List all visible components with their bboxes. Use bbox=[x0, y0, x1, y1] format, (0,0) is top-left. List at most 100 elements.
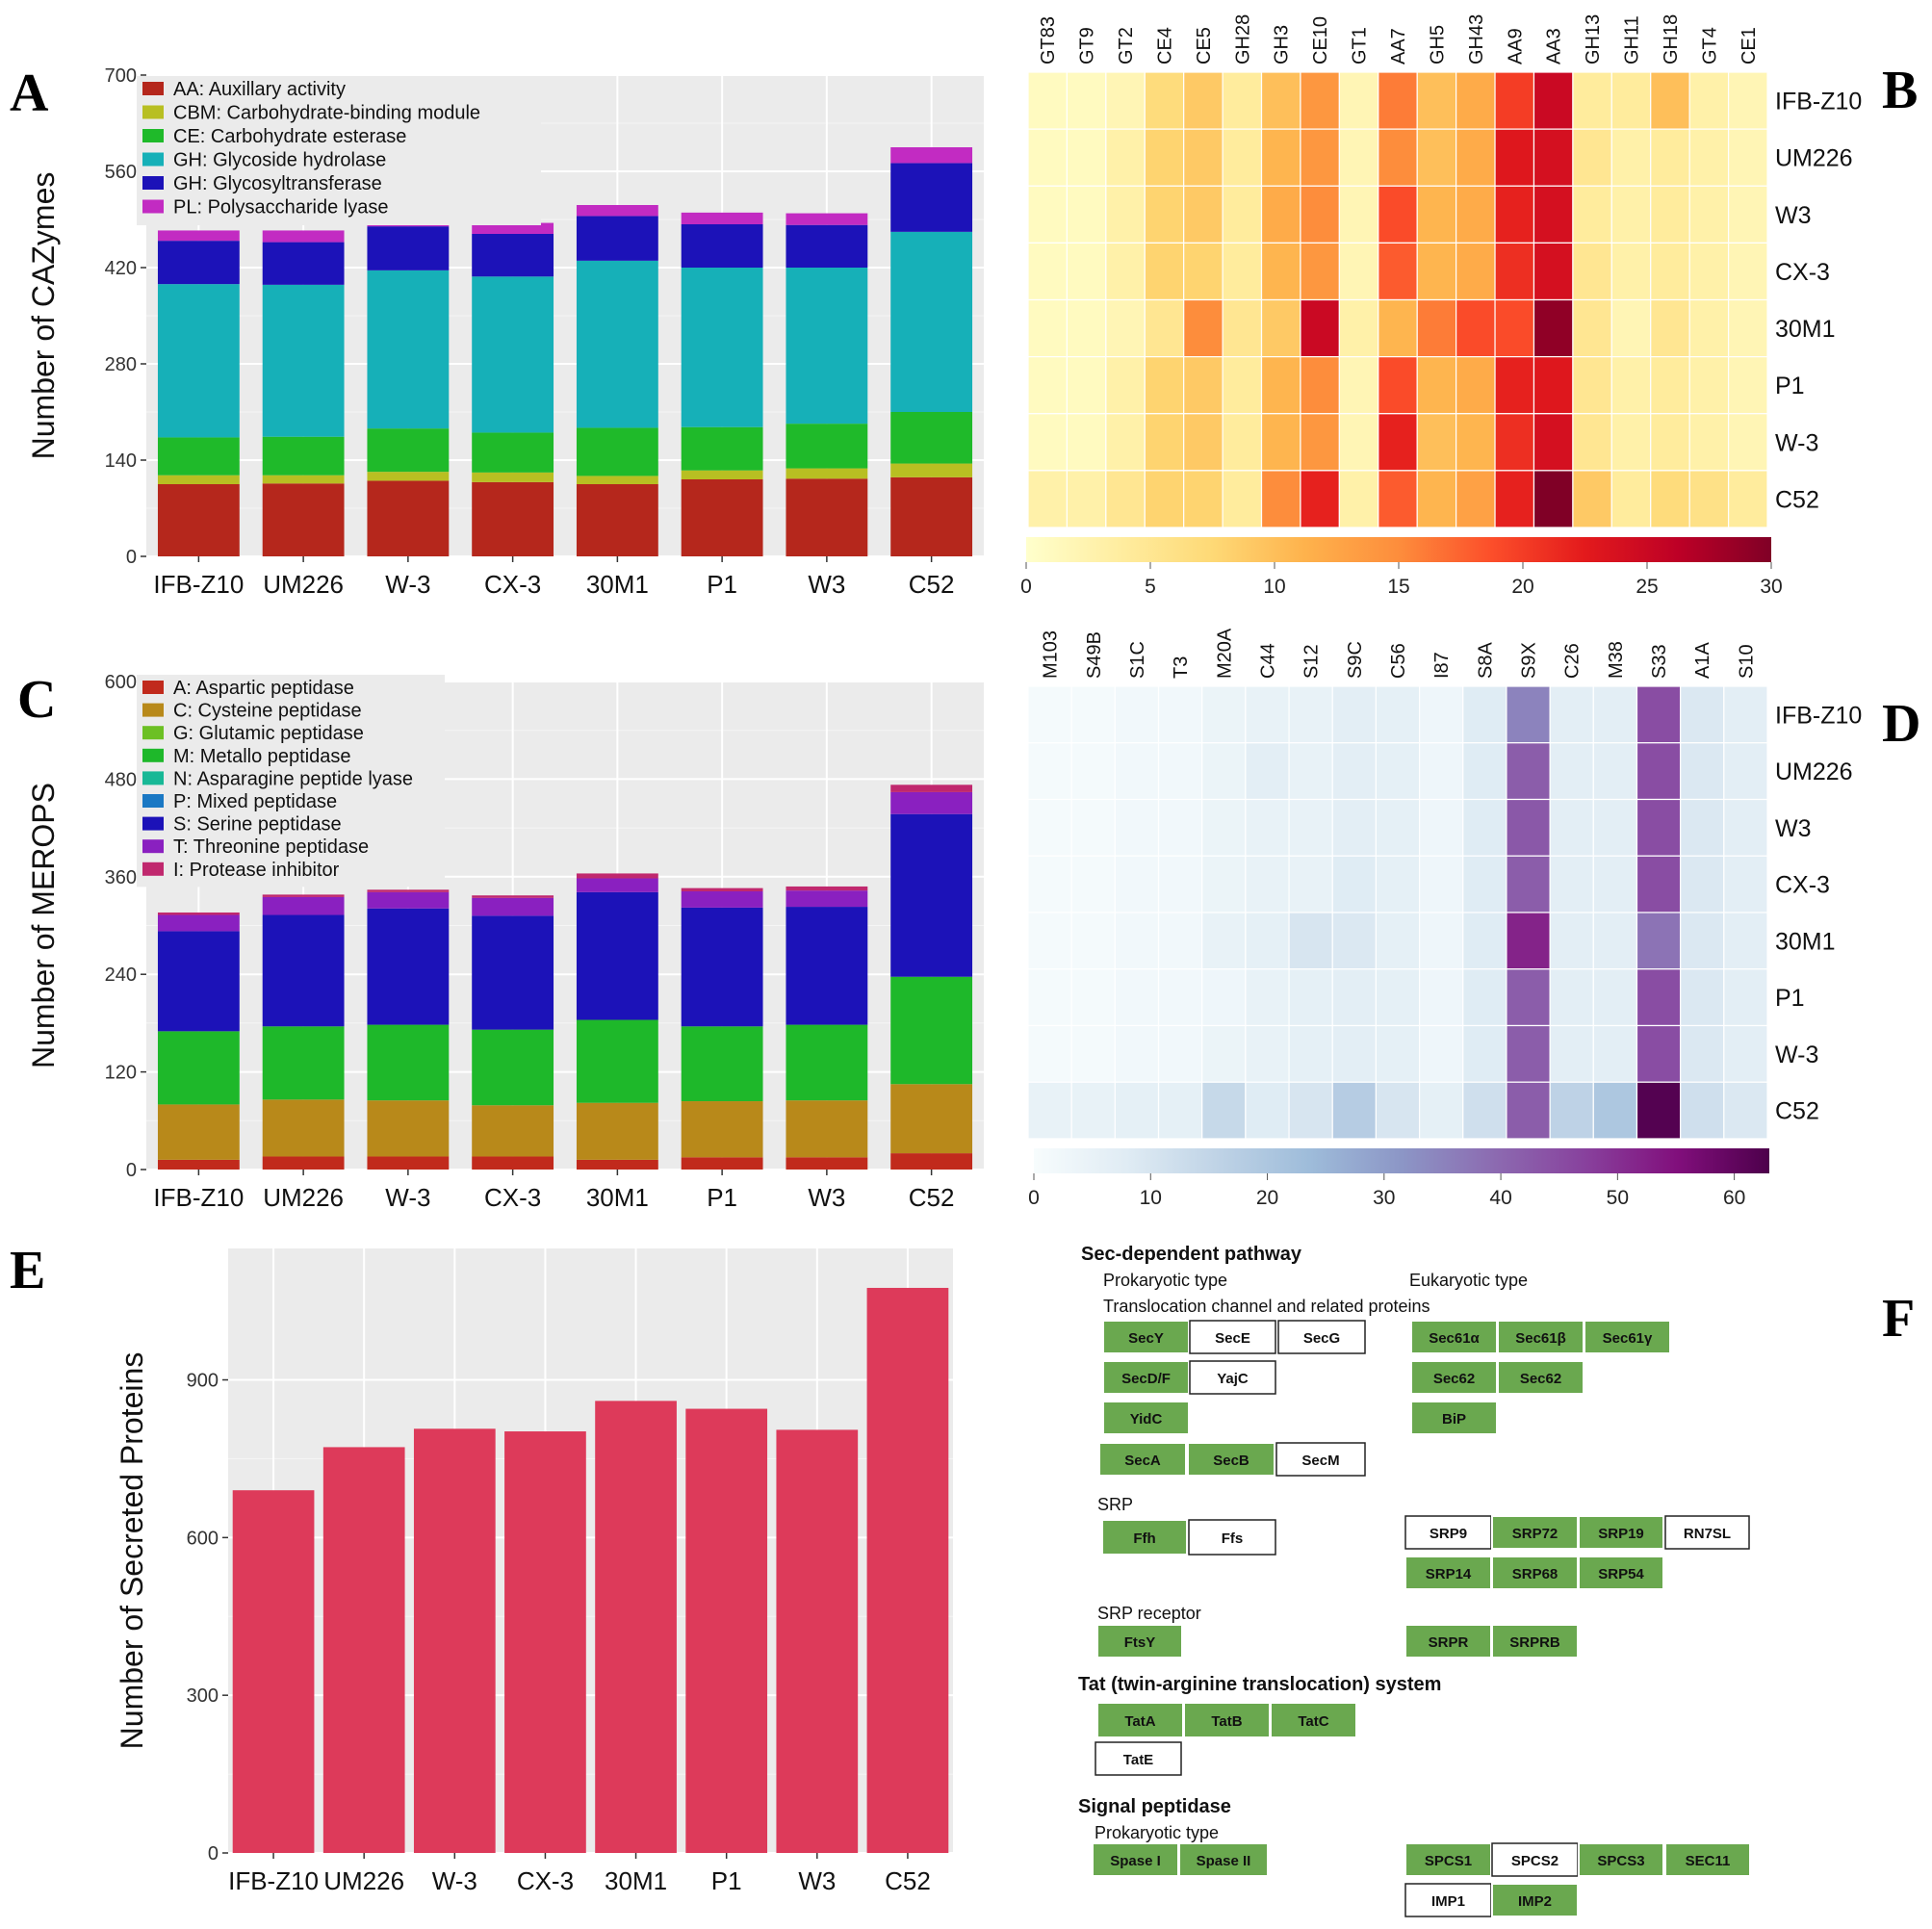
col-label-gh18: GH18 bbox=[1661, 14, 1682, 64]
cell-cx-3-gh28 bbox=[1222, 242, 1263, 301]
x-tick-label-um226: UM226 bbox=[263, 570, 344, 599]
bar-ifb-z10-s-serine-peptidase bbox=[157, 931, 240, 1032]
pathway-box-tatb bbox=[1183, 1702, 1271, 1738]
legend-label-t-threonine-peptidase: T: Threonine peptidase bbox=[173, 836, 369, 858]
x-tick-label-w3: W3 bbox=[808, 570, 845, 599]
cell-p1-ce1 bbox=[1727, 356, 1768, 415]
cell-cx-3-m20a bbox=[1201, 855, 1247, 913]
cell-um226-s9x bbox=[1506, 742, 1551, 801]
x-tick-label-w3: W3 bbox=[798, 1866, 836, 1895]
panel-letter-e: E bbox=[10, 1241, 45, 1300]
cell-w3-gt2 bbox=[1105, 185, 1146, 244]
cell-w3-gh43 bbox=[1455, 185, 1496, 244]
x-tick-label-cx-3: CX-3 bbox=[517, 1866, 574, 1895]
cell-um226-s8a bbox=[1462, 742, 1507, 801]
bar-c52-t-threonine-peptidase bbox=[890, 791, 973, 814]
bar-cx-3-gh-glycoside-hydrolase bbox=[472, 276, 554, 433]
cell-um226-m103 bbox=[1027, 742, 1072, 801]
col-label-c26: C26 bbox=[1562, 643, 1584, 679]
cell-um226-s33 bbox=[1636, 742, 1682, 801]
cell-um226-aa9 bbox=[1494, 128, 1535, 187]
legend-swatch-g-glutamic-peptidase bbox=[142, 726, 164, 740]
bar-30m1-cbm-carbohydrate-binding-module bbox=[576, 476, 658, 484]
pathway-box-sec11 bbox=[1664, 1842, 1751, 1877]
pathway-box-label-ffh: Ffh bbox=[1133, 1530, 1155, 1547]
panel-b-cazymes-heatmap: IFB-Z10 UM226 W3 CX-3 30M1 P1 W-3 C52 GT83 GT9 GT2… bbox=[1020, 14, 1862, 598]
bar-w3-pl-polysaccharide-lyase bbox=[786, 213, 868, 225]
cell-w3-aa9 bbox=[1494, 185, 1535, 244]
cell-30m1-gh13 bbox=[1572, 298, 1612, 358]
bar-c52-a-aspartic-peptidase bbox=[890, 1153, 973, 1170]
cell-30m1-ce4 bbox=[1144, 298, 1185, 358]
colorbar-tick-label: 40 bbox=[1489, 1187, 1511, 1209]
cell-c52-ce4 bbox=[1144, 470, 1185, 528]
legend-swatch-s-serine-peptidase bbox=[142, 816, 164, 831]
row-label-ifb-z10: IFB-Z10 bbox=[1775, 702, 1862, 729]
cell-w3-aa3 bbox=[1533, 185, 1574, 244]
bar-30m1-a-aspartic-peptidase bbox=[576, 1159, 658, 1170]
cell-w3-m103 bbox=[1027, 798, 1072, 857]
row-label-um226: UM226 bbox=[1775, 759, 1853, 785]
row-label-w3: W3 bbox=[1775, 202, 1812, 229]
bar-ifb-z10-m-metallo-peptidase bbox=[157, 1031, 240, 1105]
col-label-s12: S12 bbox=[1301, 644, 1323, 679]
cell-c52-aa3 bbox=[1533, 470, 1574, 528]
bar-um226-a-aspartic-peptidase bbox=[262, 1156, 345, 1170]
pathway-box-seca bbox=[1098, 1442, 1187, 1477]
legend-label-n-asparagine-peptide-lyase: N: Asparagine peptide lyase bbox=[173, 768, 413, 789]
x-tick-label-p1: P1 bbox=[707, 1183, 737, 1212]
bar-w-3-i-protease-inhibitor bbox=[367, 889, 450, 892]
x-tick-label-um226: UM226 bbox=[323, 1866, 404, 1895]
cell-c52-gt4 bbox=[1688, 470, 1730, 528]
signal-prokaryotic-type-label: Prokaryotic type bbox=[1095, 1823, 1219, 1842]
pathway-box-imp1 bbox=[1404, 1883, 1492, 1917]
cell-30m1-gt1 bbox=[1338, 298, 1379, 358]
cell-p1-s10 bbox=[1723, 968, 1768, 1027]
cell-um226-gh43 bbox=[1455, 128, 1496, 187]
bar-um226-c-cysteine-peptidase bbox=[262, 1099, 345, 1157]
legend-label-s-serine-peptidase: S: Serine peptidase bbox=[173, 814, 342, 836]
cell-ifb-z10-i87 bbox=[1418, 685, 1464, 744]
pathway-box-label-secd-f: SecD/F bbox=[1121, 1371, 1171, 1387]
cell-cx-3-gt4 bbox=[1688, 242, 1730, 301]
cell-30m1-a1a bbox=[1680, 912, 1725, 970]
bar-30m1-m-metallo-peptidase bbox=[576, 1019, 658, 1103]
pathway-box-label-yidc: YidC bbox=[1130, 1411, 1163, 1427]
row-label-w-3: W-3 bbox=[1775, 1042, 1818, 1068]
cell-c52-ce10 bbox=[1300, 470, 1340, 528]
y-tick-label: 0 bbox=[208, 1843, 219, 1865]
pathway-box-label-sec11: SEC11 bbox=[1686, 1853, 1731, 1869]
cell-w-3-s1c bbox=[1114, 1024, 1160, 1083]
cell-p1-gt83 bbox=[1027, 356, 1069, 415]
cell-c52-gh18 bbox=[1650, 470, 1690, 528]
cell-c52-gt1 bbox=[1338, 470, 1379, 528]
cell-ifb-z10-s49b bbox=[1070, 685, 1116, 744]
pathway-box-label-srp72: SRP72 bbox=[1512, 1526, 1558, 1542]
legend-label-m-metallo-peptidase: M: Metallo peptidase bbox=[173, 746, 351, 767]
pathway-box-ffh bbox=[1101, 1519, 1188, 1556]
cell-w3-gt83 bbox=[1027, 185, 1069, 244]
panel-e-secreted-proteins-bar-chart: 0 300 600 900 IFB-Z10 UM226 W-3 CX-3 30M1 P1 W3 C52… bbox=[115, 1248, 953, 1895]
cell-w3-gh28 bbox=[1222, 185, 1263, 244]
legend-label-aa-auxillary-activity: AA: Auxillary activity bbox=[173, 79, 346, 100]
pathway-box-secd-f bbox=[1102, 1360, 1190, 1395]
cell-w-3-s33 bbox=[1636, 1024, 1682, 1083]
cell-w3-t3 bbox=[1157, 798, 1203, 857]
bar-ifb-z10-cbm-carbohydrate-binding-module bbox=[157, 475, 240, 484]
bar-um226-gh-glycoside-hydrolase bbox=[262, 284, 345, 437]
cell-um226-gt83 bbox=[1027, 128, 1069, 187]
cell-c52-gh11 bbox=[1610, 470, 1652, 528]
colorbar-tick-label: 25 bbox=[1636, 576, 1658, 598]
cell-p1-aa7 bbox=[1378, 356, 1418, 415]
bar-cx-3-gh-glycosyltransferase bbox=[472, 234, 554, 277]
bar-p1-t-threonine-peptidase bbox=[681, 891, 763, 908]
panel-a-cazymes-bar-chart: 0 140 280 420 560 700 IFB-Z10 UM226 W-3 CX-3 30M1 P… bbox=[26, 65, 984, 599]
cell-cx-3-gt1 bbox=[1338, 242, 1379, 301]
cell-c52-t3 bbox=[1157, 1081, 1203, 1140]
pathway-box-sec62 bbox=[1497, 1360, 1584, 1395]
cell-w3-s49b bbox=[1070, 798, 1116, 857]
cell-w-3-ce10 bbox=[1300, 413, 1340, 472]
legend-label-gh-glycosyltransferase: GH: Glycosyltransferase bbox=[173, 173, 382, 194]
pathway-box-sec62 bbox=[1410, 1360, 1498, 1395]
cell-p1-a1a bbox=[1680, 968, 1725, 1027]
